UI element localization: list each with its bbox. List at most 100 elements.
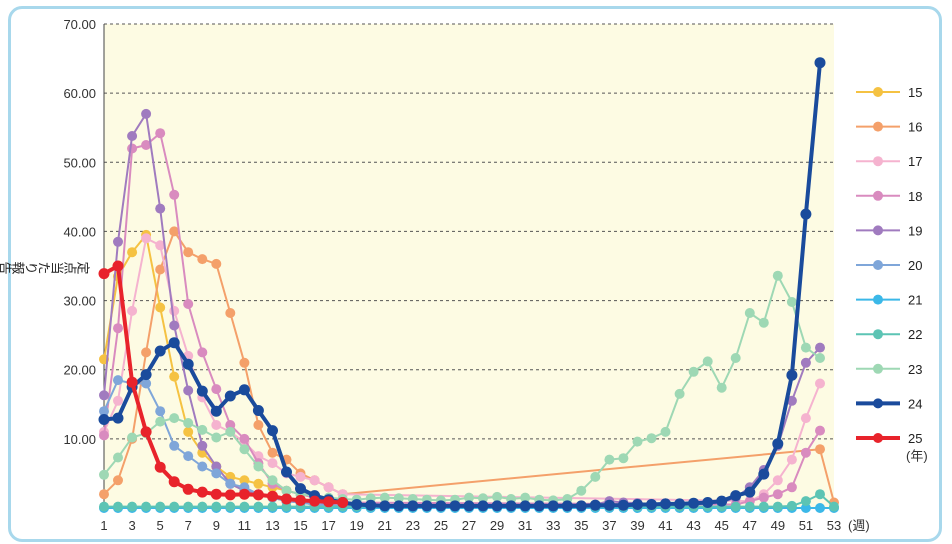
legend-item-18: 18 [856,189,922,204]
data-point-23 [393,493,404,504]
x-tick-label: 1 [100,518,107,533]
data-point-19 [169,320,180,331]
data-point-24 [196,385,208,397]
data-point-25 [154,461,166,473]
data-point-24 [421,500,433,512]
data-point-22 [155,501,166,512]
data-point-25 [252,489,264,501]
x-tick-label: 3 [128,518,135,533]
data-point-16 [239,357,250,368]
data-point-19 [197,440,208,451]
legend-label: 24 [908,396,922,411]
data-point-24 [561,500,573,512]
legend-item-23: 23 [856,362,922,377]
data-point-25 [126,376,138,388]
data-point-20 [211,468,222,479]
data-point-22 [281,501,292,512]
data-point-22 [99,501,109,512]
data-point-24 [744,486,756,498]
data-point-17 [211,420,222,430]
data-point-17 [267,458,278,469]
data-point-19 [141,108,152,119]
legend-swatch-dot [873,398,883,409]
data-point-23 [730,353,741,363]
data-point-23 [281,485,292,496]
x-tick-label: 17 [321,518,335,533]
data-point-22 [744,501,755,512]
data-point-23 [225,426,236,437]
data-point-17 [295,471,306,482]
legend: 15 16 17 18 19 20 21 22 23 24 25 [856,85,922,446]
data-point-15 [239,475,250,486]
data-point-23 [197,424,208,435]
legend-item-24: 24 [856,396,922,411]
data-point-23 [169,413,180,424]
data-point-23 [632,436,643,447]
data-point-23 [183,418,194,428]
data-point-22 [141,501,152,512]
legend-item-16: 16 [856,120,922,135]
data-point-22 [239,501,250,512]
data-point-15 [253,478,264,489]
data-point-15 [183,426,194,437]
data-point-24 [716,495,728,507]
data-point-23 [155,416,166,427]
data-point-25 [98,268,110,280]
data-point-24 [210,405,222,417]
data-point-22 [211,501,222,512]
legend-item-15: 15 [856,85,922,100]
data-point-24 [295,483,306,495]
data-point-23 [674,388,685,399]
data-point-23 [772,270,783,281]
data-point-18 [239,433,250,444]
data-point-18 [225,420,236,430]
data-point-24 [267,425,278,437]
data-point-16 [267,447,278,458]
legend-swatch-dot [873,294,883,305]
legend-item-19: 19 [856,223,922,238]
legend-label: 19 [908,223,922,238]
data-point-18 [758,492,769,503]
data-point-22 [730,501,741,512]
data-point-22 [183,501,194,512]
data-point-19 [786,395,797,406]
data-point-24 [505,500,517,512]
x-tick-label: 9 [213,518,220,533]
data-point-24 [730,490,742,502]
data-point-25 [112,260,124,272]
data-point-23 [239,444,250,455]
data-point-23 [267,475,278,486]
legend-swatch-dot [873,225,883,236]
data-point-24 [758,468,770,480]
legend-label: 25 [908,431,922,446]
data-point-24 [575,500,587,512]
legend-swatch-dot [873,87,883,97]
y-tick-label: 40.00 [63,224,96,239]
series-24 [98,57,826,512]
data-point-22 [169,501,180,512]
data-point-19 [211,461,222,472]
data-point-18 [169,189,180,200]
data-point-23 [660,426,671,437]
data-point-20 [169,440,180,451]
y-tick-label: 10.00 [63,432,96,447]
data-point-19 [155,203,166,214]
data-point-24 [646,499,657,510]
data-point-24 [632,499,643,510]
data-point-16 [197,254,208,265]
x-tick-label: 15 [293,518,307,533]
data-point-24 [449,500,461,512]
data-point-24 [112,412,124,424]
data-point-24 [154,345,166,357]
data-point-24 [688,497,700,509]
data-point-16 [253,420,264,430]
data-point-16 [815,444,825,455]
data-point-19 [183,385,194,396]
legend-item-20: 20 [856,258,922,273]
data-point-25 [323,496,335,508]
data-point-24 [547,500,559,512]
data-point-20 [225,478,236,489]
data-point-18 [815,425,825,436]
data-point-22 [253,501,264,512]
